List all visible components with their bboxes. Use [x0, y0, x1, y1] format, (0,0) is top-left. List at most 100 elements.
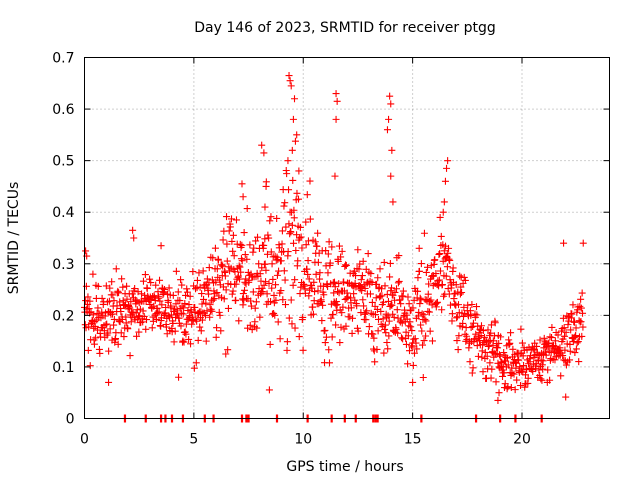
data-point [394, 329, 402, 337]
data-point [263, 250, 271, 258]
data-point [195, 269, 203, 277]
data-point [468, 369, 476, 377]
data-point [205, 264, 213, 272]
data-point [367, 270, 375, 278]
data-point [196, 283, 204, 291]
y-tick-label: 0.1 [52, 360, 74, 376]
data-point [395, 277, 403, 285]
data-point [155, 294, 163, 302]
data-point [98, 308, 106, 316]
data-point [573, 339, 581, 347]
data-point [243, 205, 251, 213]
x-tick-label: 0 [80, 432, 89, 448]
data-point [294, 195, 302, 203]
data-point [381, 325, 389, 333]
data-point [112, 335, 120, 343]
data-point [420, 337, 428, 345]
data-point [340, 278, 348, 286]
data-point-outlier [129, 226, 137, 234]
data-point [435, 282, 443, 290]
data-point [548, 334, 556, 342]
data-point [287, 228, 295, 236]
data-point [236, 275, 244, 283]
data-point [198, 300, 206, 308]
data-point [389, 310, 397, 318]
data-point [551, 356, 559, 364]
data-point [404, 293, 412, 301]
y-axis-label: SRMTID / TECUs [6, 182, 22, 295]
data-point [502, 353, 510, 361]
data-point [487, 329, 495, 337]
data-point [192, 359, 200, 367]
data-point [510, 370, 518, 378]
data-point [91, 322, 99, 330]
data-point [290, 214, 298, 222]
data-point-outlier [560, 239, 568, 247]
data-point [292, 246, 300, 254]
data-point [86, 297, 94, 305]
data-point [289, 281, 297, 289]
data-point [466, 358, 474, 366]
data-point [425, 308, 433, 316]
data-point [316, 275, 324, 283]
data-point [371, 311, 379, 319]
data-point [265, 234, 273, 242]
data-point [120, 333, 128, 341]
data-point [378, 285, 386, 293]
data-point [331, 283, 339, 291]
data-point [117, 307, 125, 315]
data-point [397, 300, 405, 308]
data-point [261, 260, 269, 268]
data-point [229, 247, 237, 255]
data-point [234, 272, 242, 280]
data-point [562, 361, 570, 369]
data-point [305, 275, 313, 283]
data-point [419, 373, 427, 381]
data-point-outlier [409, 378, 417, 386]
data-point [385, 332, 393, 340]
data-point [306, 177, 314, 185]
data-point [507, 384, 515, 392]
data-point [194, 336, 202, 344]
data-point [569, 301, 577, 309]
data-point [225, 227, 233, 235]
data-point [240, 229, 248, 237]
data-point [179, 337, 187, 345]
data-point [449, 264, 457, 272]
data-point [253, 324, 261, 332]
data-point [118, 275, 126, 283]
data-point [495, 339, 503, 347]
data-point [229, 231, 237, 239]
data-point [202, 337, 210, 345]
data-point [288, 221, 296, 229]
data-point [167, 304, 175, 312]
data-point [177, 322, 185, 330]
data-point [200, 295, 208, 303]
data-point [386, 273, 394, 281]
data-point [268, 284, 276, 292]
data-point [469, 364, 477, 372]
data-point [296, 223, 304, 231]
data-point [412, 339, 420, 347]
data-point [221, 272, 229, 280]
data-point [332, 298, 340, 306]
data-point [325, 238, 333, 246]
data-point [114, 287, 122, 295]
data-point [408, 327, 416, 335]
data-point [303, 191, 311, 199]
data-point [556, 344, 564, 352]
data-point [197, 327, 205, 335]
data-point-outlier [238, 180, 246, 188]
data-point [379, 315, 387, 323]
data-point [236, 240, 244, 248]
data-point [128, 290, 136, 298]
data-point [317, 298, 325, 306]
data-point-outlier [293, 131, 301, 139]
data-point [451, 300, 459, 308]
data-point [359, 296, 367, 304]
data-point [568, 310, 576, 318]
data-point [291, 324, 299, 332]
data-point-outlier [387, 172, 395, 180]
data-point [154, 309, 162, 317]
